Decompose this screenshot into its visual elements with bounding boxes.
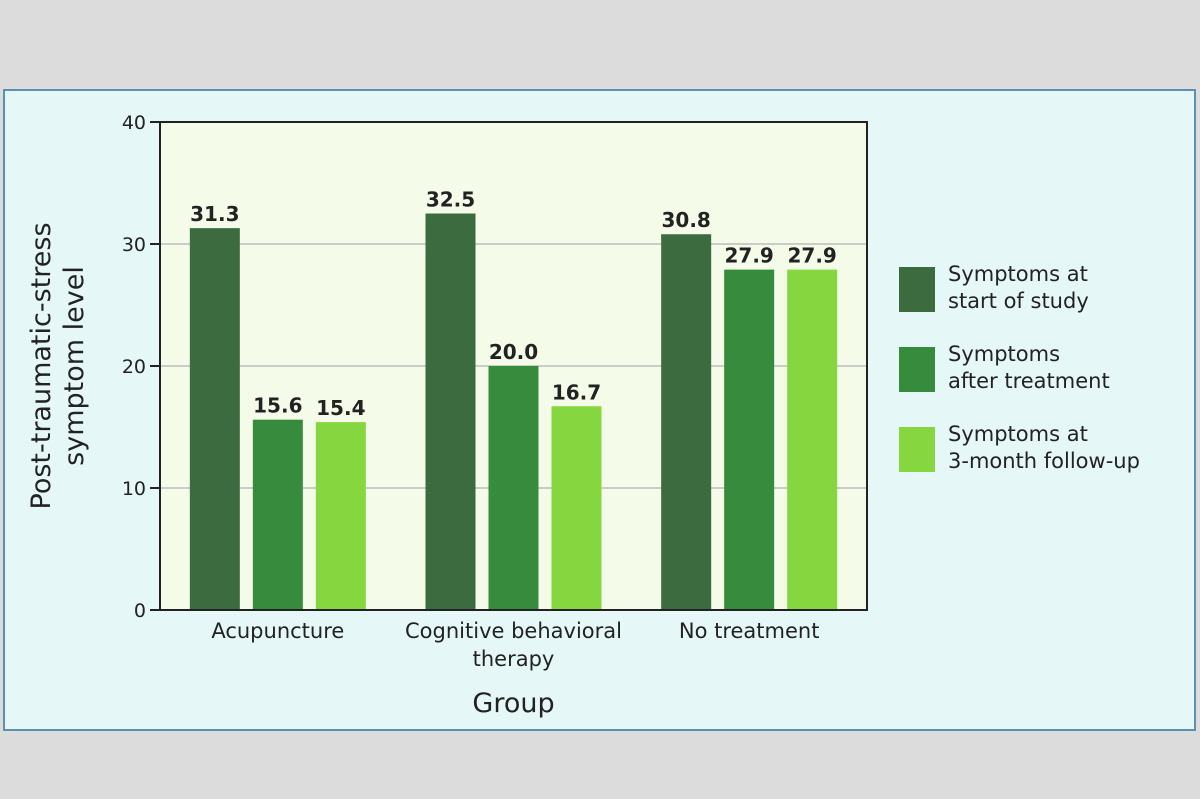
bar-s1-c0	[252, 419, 303, 610]
x-category-label-2-0: No treatment	[679, 619, 820, 643]
legend-swatch-1	[899, 347, 935, 392]
data-label-s0-c1: 32.5	[426, 188, 475, 212]
y-tick-label-2: 20	[122, 356, 146, 378]
legend-swatch-0	[899, 267, 935, 312]
legend-label-2-0: Symptoms at	[948, 422, 1088, 446]
data-label-s2-c1: 16.7	[552, 380, 601, 404]
data-label-s0-c2: 30.8	[661, 208, 710, 232]
bar-s2-c2	[787, 269, 838, 610]
chart-panel: 31.3 32.5 30.8 15.6 20.0 27.9 15.4 16.7 27.9 0 10 2…	[3, 89, 1196, 731]
data-label-s2-c0: 15.4	[316, 396, 365, 420]
bar-s2-c1	[551, 406, 602, 610]
legend-label-1-0: Symptoms	[948, 342, 1060, 366]
y-tick-label-0: 0	[134, 600, 146, 622]
y-tick-label-4: 40	[122, 112, 146, 134]
legend-swatch-2	[899, 427, 935, 472]
data-label-s1-c1: 20.0	[489, 340, 538, 364]
x-axis-title: Group	[472, 688, 554, 719]
data-label-s1-c2: 27.9	[724, 244, 773, 268]
data-label-s0-c0: 31.3	[190, 202, 239, 226]
x-category-label-1-1: therapy	[473, 647, 555, 671]
bar-s1-c2	[724, 269, 775, 610]
bar-s2-c0	[315, 422, 366, 610]
legend-label-0-1: start of study	[948, 289, 1089, 313]
y-tick-label-1: 10	[122, 478, 146, 500]
x-category-label-0-0: Acupuncture	[211, 619, 344, 643]
bar-s0-c2	[661, 234, 712, 611]
legend-label-1-1: after treatment	[948, 369, 1110, 393]
legend-label-0-0: Symptoms at	[948, 262, 1088, 286]
y-axis-title-line-0: Post-traumatic-stress	[26, 222, 57, 509]
bar-s0-c0	[189, 228, 240, 610]
bar-chart: 31.3 32.5 30.8 15.6 20.0 27.9 15.4 16.7 27.9 0 10 2…	[26, 112, 1140, 719]
data-label-s1-c0: 15.6	[253, 394, 302, 418]
bar-s0-c1	[425, 213, 476, 610]
y-tick-label-3: 30	[122, 234, 146, 256]
legend-label-2-1: 3-month follow-up	[948, 449, 1140, 473]
bar-s1-c1	[488, 366, 539, 610]
x-category-label-1-0: Cognitive behavioral	[405, 619, 622, 643]
y-axis-title-line-1: symptom level	[59, 266, 90, 466]
data-label-s2-c2: 27.9	[787, 244, 836, 268]
